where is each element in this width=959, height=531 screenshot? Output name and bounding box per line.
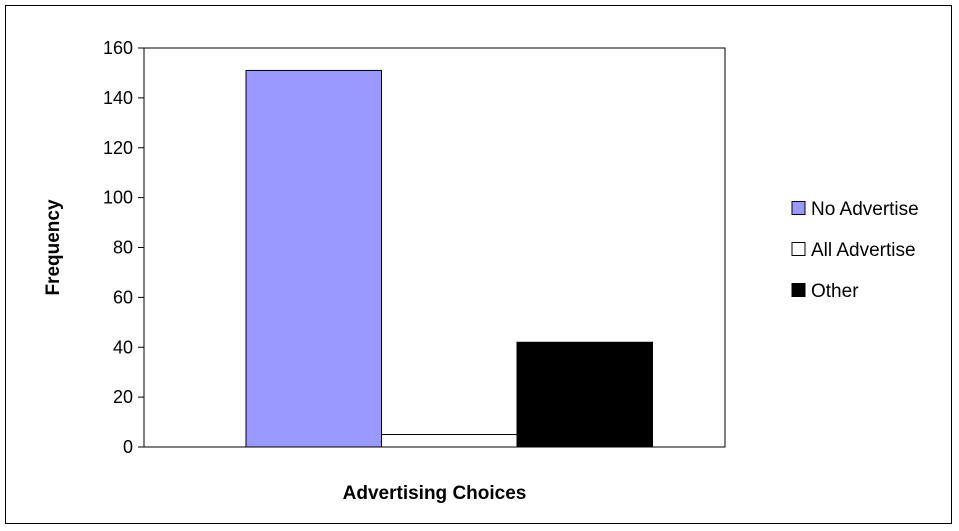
x-axis-title: Advertising Choices [343,483,527,504]
y-tick-label: 60 [113,287,133,307]
legend: No Advertise All Advertise Other [791,199,919,302]
bars [245,69,653,448]
y-axis-title: Frequency [43,199,64,296]
y-tick-label: 160 [103,38,133,58]
y-axis-ticks: 0 20 40 60 80 100 120 140 160 [103,38,144,457]
legend-label: All Advertise [811,240,916,261]
legend-swatch [791,283,806,297]
bar-other [516,341,653,448]
bar-no-advertise [245,69,382,448]
legend-label: Other [811,281,859,302]
legend-label: No Advertise [811,199,919,220]
y-tick-label: 40 [113,337,133,357]
y-tick-label: 140 [103,88,133,108]
y-tick-label: 120 [103,138,133,158]
bar-all-advertise [381,434,518,448]
y-tick-label: 100 [103,188,133,208]
legend-swatch [791,201,806,215]
y-tick-label: 20 [113,387,133,407]
y-tick-label: 80 [113,238,133,258]
legend-swatch [791,242,806,256]
y-tick-label: 0 [123,437,133,457]
